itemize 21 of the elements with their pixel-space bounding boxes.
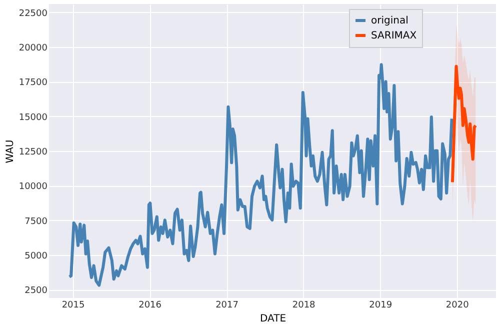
x-tick-label: 2015 xyxy=(62,300,85,310)
line-series xyxy=(68,63,454,287)
y-tick-label: 20000 xyxy=(18,43,48,54)
x-tick-label: 2020 xyxy=(446,300,470,310)
legend-label: original xyxy=(371,16,408,26)
x-axis-title: DATE xyxy=(260,314,286,324)
line-series xyxy=(450,64,478,184)
y-tick-label: 17500 xyxy=(18,78,48,88)
y-tick-label: 22500 xyxy=(18,8,48,19)
y-tick-label: 15000 xyxy=(18,112,48,123)
y-tick-label: 12500 xyxy=(18,148,48,158)
y-tick-label: 5000 xyxy=(24,252,48,262)
y-tick-label: 7500 xyxy=(24,216,48,227)
x-tick-label: 2016 xyxy=(138,300,162,310)
legend-label: SARIMAX xyxy=(371,30,417,42)
x-tick-label: 2017 xyxy=(216,300,238,310)
x-tick-label: 2019 xyxy=(369,300,392,310)
y-axis-title: WAU xyxy=(4,140,16,164)
x-tick-label: 2018 xyxy=(292,300,316,310)
y-tick-label: 2500 xyxy=(24,286,48,296)
y-tick-label: 10000 xyxy=(18,182,48,192)
